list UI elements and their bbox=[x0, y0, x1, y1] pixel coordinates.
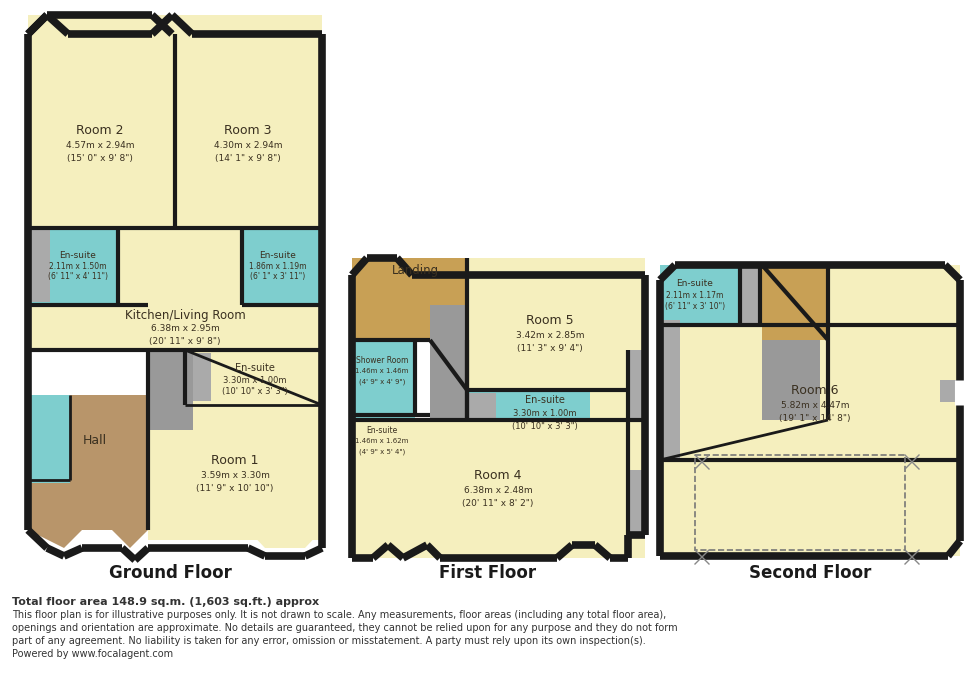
Text: openings and orientation are approximate. No details are guaranteed, they cannot: openings and orientation are approximate… bbox=[12, 623, 677, 633]
Bar bbox=[186, 353, 211, 401]
Text: Room 4: Room 4 bbox=[474, 469, 521, 482]
Bar bbox=[28, 395, 70, 483]
Text: Room 3: Room 3 bbox=[224, 123, 271, 136]
Text: Room 1: Room 1 bbox=[212, 453, 259, 466]
Text: (4' 9" x 5' 4"): (4' 9" x 5' 4") bbox=[359, 449, 405, 456]
Text: 1.46m x 1.62m: 1.46m x 1.62m bbox=[356, 438, 409, 444]
Bar bbox=[352, 420, 645, 558]
Text: (15' 0" x 9' 8"): (15' 0" x 9' 8") bbox=[67, 153, 133, 162]
Polygon shape bbox=[352, 420, 645, 558]
Text: En-suite: En-suite bbox=[260, 251, 296, 260]
Bar bbox=[185, 350, 322, 405]
Bar bbox=[468, 393, 496, 418]
Text: En-suite: En-suite bbox=[60, 251, 96, 260]
Bar bbox=[28, 228, 322, 350]
Text: (14' 1" x 9' 8"): (14' 1" x 9' 8") bbox=[216, 153, 281, 162]
Bar bbox=[740, 265, 762, 325]
Bar bbox=[28, 15, 175, 228]
Polygon shape bbox=[660, 460, 960, 556]
Bar bbox=[430, 305, 467, 420]
Bar bbox=[175, 15, 322, 228]
Text: Landing: Landing bbox=[391, 264, 439, 277]
Text: (19' 1" x 14' 8"): (19' 1" x 14' 8") bbox=[779, 414, 851, 423]
Text: 2.11m x 1.50m: 2.11m x 1.50m bbox=[49, 262, 107, 271]
Text: Total floor area 148.9 sq.m. (1,603 sq.ft.) approx: Total floor area 148.9 sq.m. (1,603 sq.f… bbox=[12, 597, 319, 607]
Text: (10' 10" x 3' 3"): (10' 10" x 3' 3") bbox=[513, 421, 578, 430]
Bar bbox=[762, 340, 820, 420]
Bar bbox=[695, 455, 905, 550]
Text: Second Floor: Second Floor bbox=[749, 564, 871, 582]
Bar bbox=[467, 390, 590, 420]
Text: Kitchen/Living Room: Kitchen/Living Room bbox=[124, 308, 245, 321]
Text: Shower Room: Shower Room bbox=[356, 356, 409, 364]
Bar bbox=[352, 415, 415, 465]
Bar bbox=[28, 395, 175, 530]
Bar bbox=[242, 228, 322, 305]
Text: Powered by www.focalagent.com: Powered by www.focalagent.com bbox=[12, 649, 173, 659]
Bar bbox=[28, 230, 50, 302]
Bar bbox=[467, 258, 645, 420]
Text: (10' 10" x 3' 3"): (10' 10" x 3' 3") bbox=[222, 386, 288, 395]
Text: 4.57m x 2.94m: 4.57m x 2.94m bbox=[66, 140, 134, 149]
Bar bbox=[628, 470, 645, 535]
Text: (6' 1" x 3' 11"): (6' 1" x 3' 11") bbox=[250, 271, 306, 280]
Bar bbox=[242, 228, 322, 305]
Text: 1.46m x 1.46m: 1.46m x 1.46m bbox=[356, 368, 409, 374]
Bar bbox=[660, 265, 960, 556]
Text: En-suite: En-suite bbox=[676, 279, 713, 288]
Text: 5.82m x 4.47m: 5.82m x 4.47m bbox=[781, 401, 850, 410]
Text: (4' 9" x 4' 9"): (4' 9" x 4' 9") bbox=[359, 379, 405, 385]
Text: (20' 11" x 9' 8"): (20' 11" x 9' 8") bbox=[149, 336, 220, 345]
Text: 4.30m x 2.94m: 4.30m x 2.94m bbox=[214, 140, 282, 149]
Bar bbox=[352, 258, 467, 340]
Text: part of any agreement. No liability is taken for any error, omission or misstate: part of any agreement. No liability is t… bbox=[12, 636, 646, 646]
Polygon shape bbox=[148, 350, 322, 548]
Text: (11' 3" x 9' 4"): (11' 3" x 9' 4") bbox=[517, 343, 583, 353]
Text: (6' 11" x 3' 10"): (6' 11" x 3' 10") bbox=[665, 301, 725, 310]
Bar bbox=[28, 228, 118, 305]
Text: 6.38m x 2.48m: 6.38m x 2.48m bbox=[464, 486, 532, 495]
Bar bbox=[28, 228, 118, 305]
Text: 6.38m x 2.95m: 6.38m x 2.95m bbox=[151, 323, 220, 332]
Bar bbox=[148, 350, 193, 430]
Text: En-suite: En-suite bbox=[525, 395, 564, 405]
Bar bbox=[762, 265, 830, 340]
Text: 3.30m x 1.00m: 3.30m x 1.00m bbox=[514, 408, 577, 417]
Text: Room 5: Room 5 bbox=[526, 314, 574, 327]
Text: Hall: Hall bbox=[83, 434, 107, 447]
Bar bbox=[660, 320, 680, 460]
Text: En-suite: En-suite bbox=[235, 363, 275, 373]
Bar bbox=[660, 265, 740, 325]
Text: 2.11m x 1.17m: 2.11m x 1.17m bbox=[666, 290, 723, 299]
Text: 3.42m x 2.85m: 3.42m x 2.85m bbox=[515, 330, 584, 340]
Text: (11' 9" x 10' 10"): (11' 9" x 10' 10") bbox=[196, 484, 273, 493]
Text: First Floor: First Floor bbox=[439, 564, 537, 582]
Text: Room 6: Room 6 bbox=[791, 384, 839, 397]
Text: This floor plan is for illustrative purposes only. It is not drawn to scale. Any: This floor plan is for illustrative purp… bbox=[12, 610, 666, 620]
Text: 1.86m x 1.19m: 1.86m x 1.19m bbox=[249, 262, 307, 271]
Polygon shape bbox=[28, 395, 148, 548]
Bar bbox=[940, 380, 960, 402]
Text: (20' 11" x 8' 2"): (20' 11" x 8' 2") bbox=[463, 499, 534, 508]
Text: (6' 11" x 4' 11"): (6' 11" x 4' 11") bbox=[48, 271, 108, 280]
Text: Ground Floor: Ground Floor bbox=[109, 564, 231, 582]
Text: 3.59m x 3.30m: 3.59m x 3.30m bbox=[201, 471, 270, 479]
Bar bbox=[352, 340, 415, 420]
Bar bbox=[148, 350, 322, 540]
Text: 3.30m x 1.00m: 3.30m x 1.00m bbox=[223, 375, 287, 384]
Bar bbox=[628, 350, 645, 420]
Text: Room 2: Room 2 bbox=[76, 123, 123, 136]
Text: En-suite: En-suite bbox=[367, 425, 398, 434]
